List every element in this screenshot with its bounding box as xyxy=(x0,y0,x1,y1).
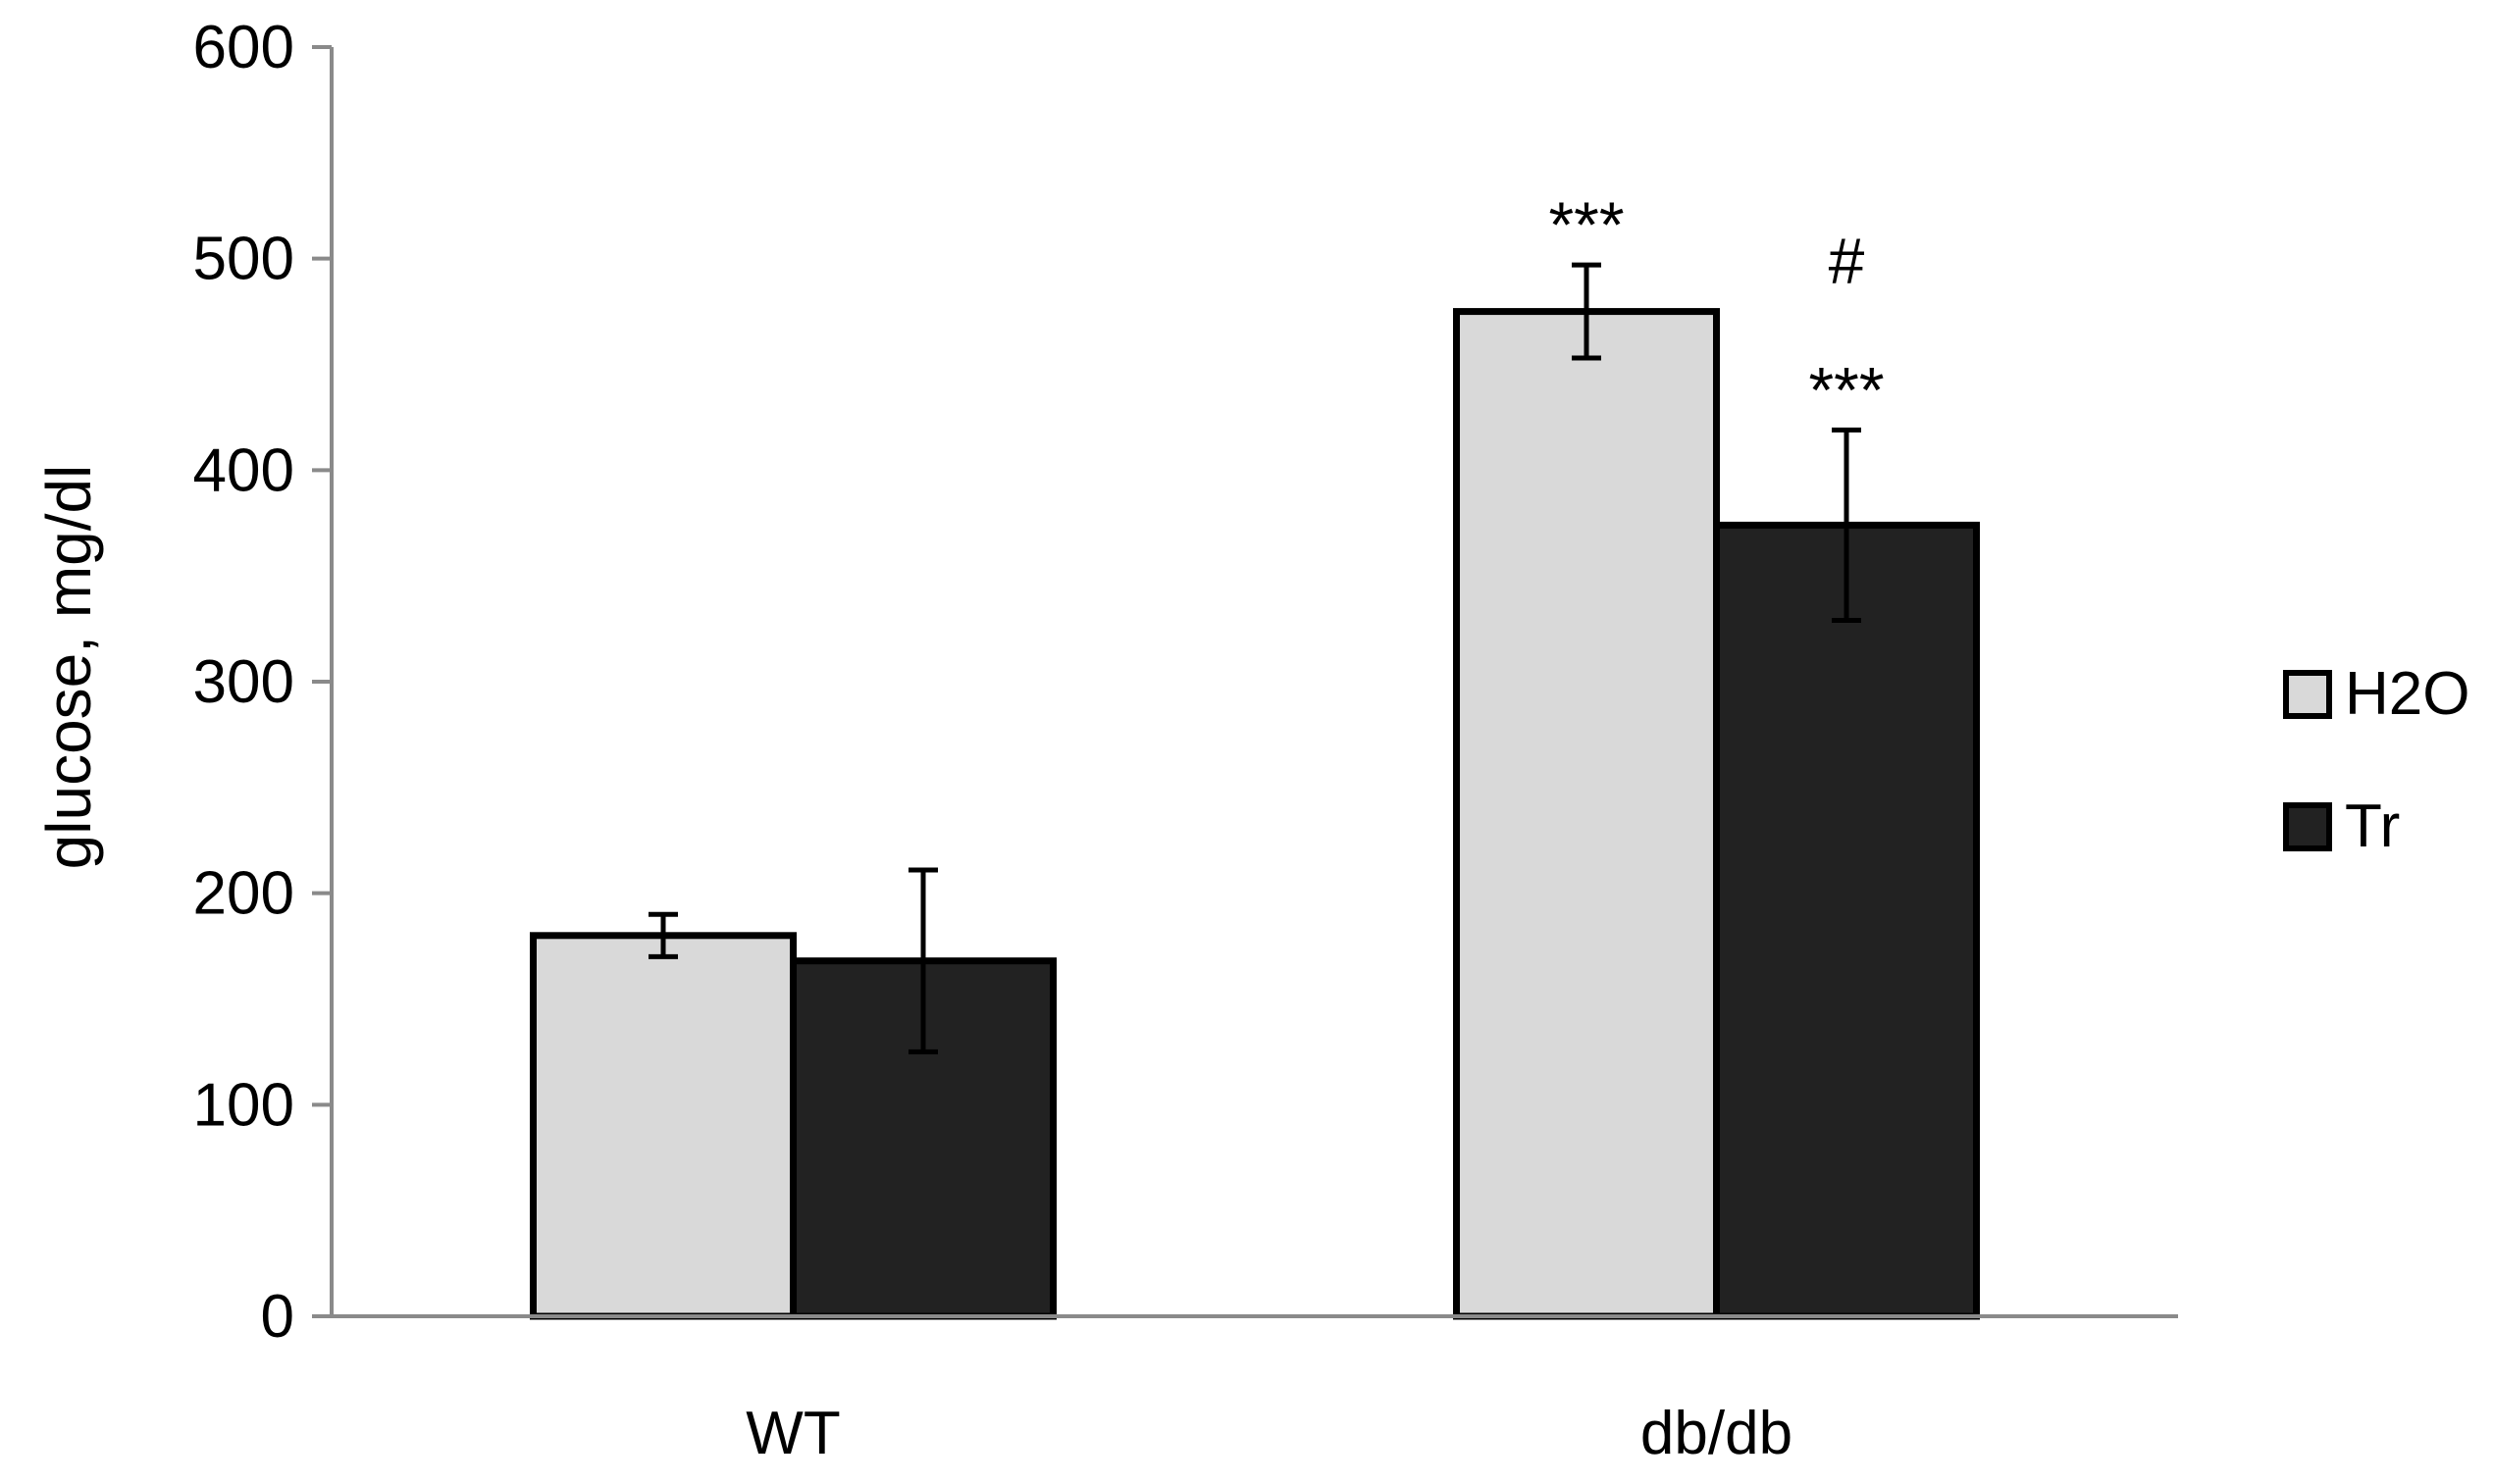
significance-stars: *** xyxy=(1548,188,1624,261)
significance-hash: # xyxy=(1829,224,1865,296)
annotations: *** *** # xyxy=(1548,188,1884,426)
y-tick-label: 100 xyxy=(193,1071,294,1139)
bars xyxy=(530,308,1980,1320)
legend: H2O Tr xyxy=(2283,660,2469,860)
bar-h2o-dbdb xyxy=(1453,308,1720,1320)
y-tick-label: 600 xyxy=(193,14,294,81)
y-tick-label: 500 xyxy=(193,226,294,293)
bar-tr-dbdb xyxy=(1713,521,1980,1320)
y-axis-label: glucose, mg/dl xyxy=(33,465,104,870)
x-axis-categories: WT db/db xyxy=(746,1400,1792,1467)
legend-swatch-h2o xyxy=(2283,670,2332,719)
y-tick-label: 0 xyxy=(261,1283,294,1351)
y-tick-label: 300 xyxy=(193,648,294,716)
legend-label-tr: Tr xyxy=(2345,793,2400,860)
legend-label-h2o: H2O xyxy=(2345,660,2469,728)
y-axis-ticks: 0 100 200 300 400 500 600 xyxy=(193,14,332,1351)
y-tick-label: 200 xyxy=(193,860,294,928)
y-tick-label: 400 xyxy=(193,436,294,504)
significance-stars: *** xyxy=(1808,353,1884,426)
bar-h2o-wt xyxy=(530,932,797,1320)
x-category-label: WT xyxy=(746,1400,840,1467)
legend-swatch-tr xyxy=(2283,802,2332,851)
x-category-label: db/db xyxy=(1640,1400,1792,1467)
error-bars xyxy=(649,262,1861,1054)
